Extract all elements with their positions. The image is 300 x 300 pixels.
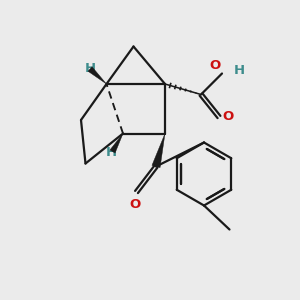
- Polygon shape: [88, 67, 106, 84]
- Text: O: O: [129, 198, 141, 211]
- Polygon shape: [152, 134, 165, 168]
- Text: O: O: [209, 59, 220, 72]
- Text: H: H: [234, 64, 245, 77]
- Text: H: H: [105, 146, 117, 160]
- Text: O: O: [223, 110, 234, 124]
- Polygon shape: [110, 134, 123, 153]
- Text: H: H: [84, 62, 96, 76]
